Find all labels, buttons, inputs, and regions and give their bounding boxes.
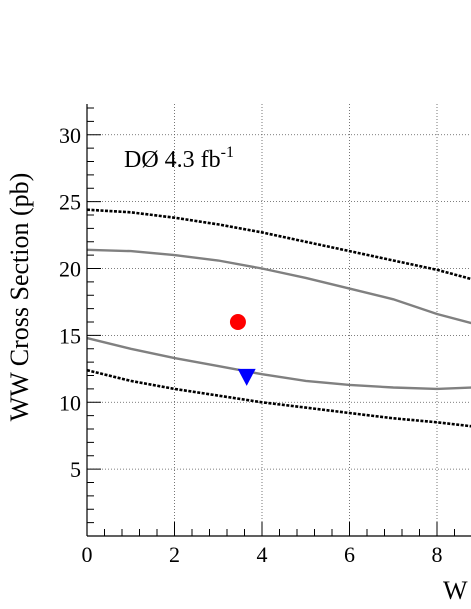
y-tick-label: 5 (70, 457, 81, 482)
y-tick-label: 10 (59, 390, 81, 415)
annotation-text: DØ 4.3 fb (124, 147, 221, 173)
dotted-contour-curve-1 (86, 208, 471, 281)
x-tick-label: 0 (82, 542, 93, 567)
data-points (229, 314, 256, 386)
x-axis-title: W (443, 576, 468, 605)
dataset-annotation: DØ 4.3 fb-1 (124, 144, 234, 173)
curves (86, 208, 471, 428)
x-tick-labels: 0 2 4 6 8 (82, 542, 443, 567)
x-tick-label: 8 (432, 542, 443, 567)
y-tick-label: 20 (59, 257, 81, 282)
x-tick-label: 6 (344, 542, 355, 567)
annotation-superscript: -1 (221, 144, 234, 161)
data-point-triangle (237, 368, 256, 386)
y-tick-label: 25 (59, 190, 81, 215)
solid-contour-curve-3 (86, 336, 471, 391)
data-point-circle (229, 314, 246, 331)
solid-contour-curve-2 (86, 248, 471, 325)
x-tick-label: 2 (169, 542, 180, 567)
x-tick-label: 4 (257, 542, 268, 567)
grid-lines (87, 104, 471, 536)
y-tick-label: 15 (59, 323, 81, 348)
dotted-contour-curve-4 (86, 368, 471, 428)
y-tick-label: 30 (59, 123, 81, 148)
y-axis-title: WW Cross Section (pb) (5, 173, 34, 422)
y-tick-labels: 5 10 15 20 25 30 (59, 123, 81, 482)
